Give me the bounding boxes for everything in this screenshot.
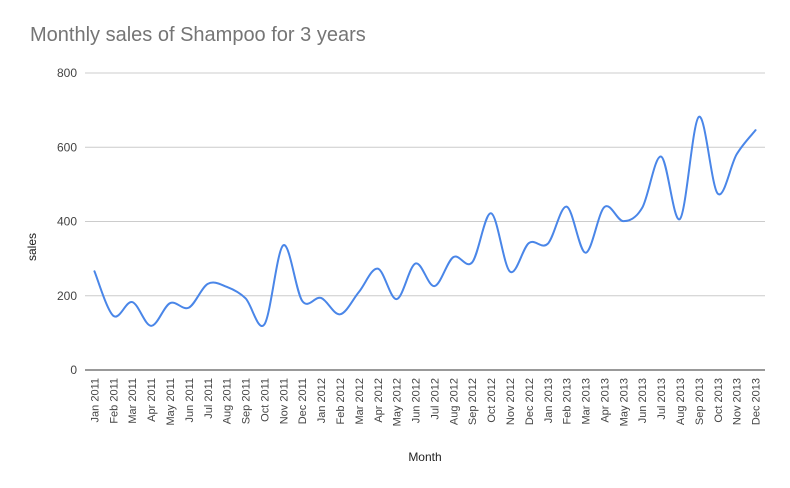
- data-point: [526, 240, 532, 246]
- x-tick-label: Mar 2012: [354, 378, 366, 424]
- x-tick-label: Sep 2012: [467, 378, 479, 425]
- x-tick-label: Dec 2011: [297, 378, 309, 424]
- data-point: [148, 323, 154, 329]
- data-point: [394, 296, 400, 302]
- data-point: [431, 283, 437, 289]
- data-point: [91, 268, 97, 274]
- x-tick-label: Sep 2013: [694, 378, 706, 425]
- data-point: [243, 295, 249, 301]
- data-point: [375, 266, 381, 272]
- y-tick-label: 600: [57, 140, 77, 154]
- gridlines: [85, 72, 765, 371]
- x-tick-label: Feb 2013: [562, 378, 574, 424]
- data-point: [450, 254, 456, 260]
- data-point: [696, 114, 702, 120]
- data-point: [715, 191, 721, 197]
- y-tick-label: 0: [70, 363, 77, 377]
- data-point: [658, 154, 664, 160]
- x-tick-label: Jun 2012: [411, 378, 423, 423]
- data-point: [413, 260, 419, 266]
- y-tick-label: 200: [57, 289, 77, 303]
- x-tick-label: Jun 2011: [184, 378, 196, 422]
- data-point: [620, 218, 626, 224]
- data-point: [356, 289, 362, 295]
- x-tick-label: May 2012: [392, 378, 404, 426]
- x-axis-ticks: Jan 2011 Feb 2011 Mar 2011 Apr 2011 May 2011…: [89, 378, 762, 426]
- data-point: [337, 311, 343, 317]
- x-tick-label: Dec 2013: [751, 378, 763, 425]
- chart-title: Monthly sales of Shampoo for 3 years: [30, 24, 366, 46]
- data-point: [583, 250, 589, 256]
- data-point: [299, 298, 305, 304]
- x-tick-label: Apr 2012: [373, 378, 385, 423]
- x-tick-label: May 2011: [165, 378, 177, 426]
- x-tick-label: Aug 2013: [675, 378, 687, 425]
- y-tick-label: 800: [57, 66, 77, 80]
- data-point: [753, 127, 759, 133]
- x-tick-label: Jul 2013: [656, 378, 668, 420]
- data-point: [469, 259, 475, 265]
- series-line: [93, 115, 757, 328]
- data-point: [734, 151, 740, 157]
- x-tick-label: Jul 2012: [429, 378, 441, 420]
- x-tick-label: Jun 2013: [637, 378, 649, 423]
- x-tick-label: Nov 2012: [505, 378, 517, 425]
- x-tick-label: Feb 2012: [335, 378, 347, 424]
- data-point: [167, 300, 173, 306]
- x-tick-label: Oct 2012: [486, 378, 498, 423]
- x-tick-label: Aug 2011: [222, 378, 234, 424]
- x-tick-label: Jan 2013: [543, 378, 555, 423]
- data-point: [129, 299, 135, 305]
- data-point: [545, 241, 551, 247]
- data-point: [280, 242, 286, 248]
- series-layer: [91, 114, 759, 329]
- data-point: [677, 216, 683, 222]
- data-point: [564, 204, 570, 210]
- data-point: [601, 204, 607, 210]
- data-point: [318, 295, 324, 301]
- x-tick-label: Jan 2011: [89, 378, 101, 422]
- x-tick-label: Oct 2013: [713, 378, 725, 423]
- x-tick-label: Apr 2011: [146, 378, 158, 422]
- x-tick-label: Mar 2011: [127, 378, 139, 424]
- y-axis-ticks: 0 200 400 600 800: [57, 66, 77, 377]
- data-point: [507, 269, 513, 275]
- x-tick-label: Jul 2011: [203, 378, 215, 419]
- x-tick-label: Nov 2013: [732, 378, 744, 425]
- data-point: [110, 313, 116, 319]
- data-point: [639, 205, 645, 211]
- x-tick-label: Aug 2012: [448, 378, 460, 425]
- data-point: [186, 305, 192, 311]
- x-axis-label: Month: [408, 450, 441, 464]
- x-tick-label: Feb 2011: [108, 378, 120, 424]
- x-tick-label: Jan 2012: [316, 378, 328, 423]
- x-tick-label: Sep 2011: [241, 378, 253, 424]
- data-point: [488, 210, 494, 216]
- y-axis-label: sales: [25, 233, 39, 261]
- x-tick-label: Dec 2012: [524, 378, 536, 425]
- data-point: [205, 281, 211, 287]
- x-tick-label: Apr 2013: [599, 378, 611, 423]
- data-point: [261, 321, 267, 327]
- y-tick-label: 400: [57, 215, 77, 229]
- x-tick-label: May 2013: [618, 378, 630, 426]
- x-tick-label: Oct 2011: [259, 378, 271, 422]
- x-tick-label: Mar 2013: [581, 378, 593, 424]
- data-point: [224, 284, 230, 290]
- x-tick-label: Nov 2011: [278, 378, 290, 424]
